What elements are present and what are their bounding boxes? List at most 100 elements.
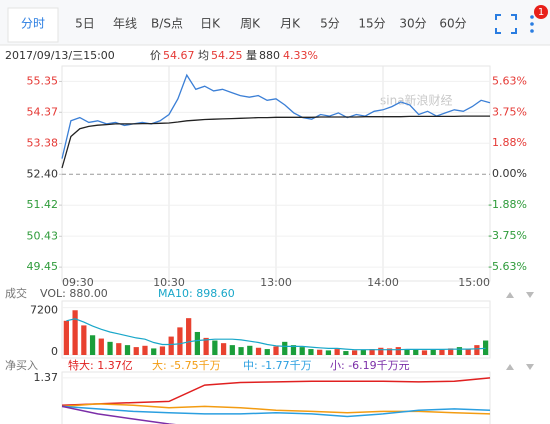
y-tick-label: 52.40 xyxy=(27,167,59,180)
info-vol: 880 xyxy=(259,49,280,62)
volume-bar xyxy=(378,347,384,355)
volume-bar xyxy=(247,345,253,355)
volume-bar xyxy=(430,349,436,355)
flow-lines xyxy=(62,377,491,424)
tab[interactable]: 周K xyxy=(240,17,261,31)
active-tab-bg xyxy=(7,7,59,43)
volume-bar xyxy=(483,340,489,355)
volume-bar xyxy=(142,345,148,355)
y-tick-label: 55.35 xyxy=(27,74,59,87)
legend: 大: -5.75千万 xyxy=(152,358,221,372)
y2-tick-label: -5.63% xyxy=(488,260,527,273)
x-tick-label: 10:30 xyxy=(153,276,185,289)
volume-bar xyxy=(395,347,401,355)
volume-bar xyxy=(89,335,96,355)
flow-line xyxy=(62,403,491,415)
volume-bar xyxy=(159,346,166,355)
legend: MA10: 898.60 xyxy=(158,287,235,300)
flow-line xyxy=(62,405,491,418)
volume-bar xyxy=(325,350,332,355)
volume-bar xyxy=(264,349,270,355)
volume-bar xyxy=(369,349,375,355)
y-tick-label: 1.37 xyxy=(34,371,59,384)
volume-bar xyxy=(317,349,323,355)
volume-bar xyxy=(474,345,480,355)
volume-bar xyxy=(81,325,87,355)
price-line xyxy=(61,115,490,169)
y-tick-label: 49.45 xyxy=(27,260,59,273)
tab[interactable]: 年线 xyxy=(113,17,137,31)
x-tick-label: 15:00 xyxy=(458,276,490,289)
fullscreen-icon[interactable] xyxy=(495,14,517,34)
x-tick-label: 13:00 xyxy=(260,276,292,289)
info-change: 4.33% xyxy=(283,49,318,62)
y2-tick-label: 3.75% xyxy=(492,105,527,118)
x-tick-label: 14:00 xyxy=(367,276,399,289)
volume-bar xyxy=(212,340,218,355)
x-tick-label: 09:30 xyxy=(62,276,94,289)
volume-bar xyxy=(168,336,174,355)
chart-title: 净买入 xyxy=(5,358,38,372)
more-icon[interactable] xyxy=(530,15,534,33)
legend: 中: -1.77千万 xyxy=(243,359,312,372)
volume-bar xyxy=(229,345,235,355)
tab[interactable]: 30分 xyxy=(399,17,426,31)
y-tick-label: 7200 xyxy=(30,304,58,317)
volume-bar xyxy=(186,318,192,355)
tab[interactable]: 5分 xyxy=(320,17,340,31)
tab[interactable]: B/S点 xyxy=(151,17,183,31)
volume-bar xyxy=(343,351,349,355)
info-label: 量 xyxy=(246,49,257,62)
watermark: sina新浪财经 xyxy=(380,93,453,108)
tab[interactable]: 日K xyxy=(200,17,221,31)
volume-bar xyxy=(465,349,471,355)
volume-bar xyxy=(351,350,358,355)
tab[interactable]: 5日 xyxy=(75,17,95,31)
tab[interactable]: 60分 xyxy=(439,17,466,31)
legend: VOL: 880.00 xyxy=(40,287,108,300)
volume-bar xyxy=(133,347,139,355)
y-tick-label: 51.42 xyxy=(27,198,59,211)
y2-tick-label: 1.88% xyxy=(492,136,527,149)
plot-frame xyxy=(61,300,491,359)
y-tick-label: 0 xyxy=(51,345,58,358)
volume-bar xyxy=(255,347,262,355)
y2-tick-label: 5.63% xyxy=(492,74,527,87)
volume-bar xyxy=(238,347,244,355)
volume-bar xyxy=(63,320,69,355)
y-tick-label: 54.37 xyxy=(27,105,59,118)
volume-bar xyxy=(282,341,288,355)
volume-bar xyxy=(386,348,393,355)
volume-bar xyxy=(290,345,297,355)
volume-bar xyxy=(220,343,227,355)
tab-bar xyxy=(0,0,550,45)
volume-bar xyxy=(448,348,454,355)
tab[interactable]: 分时 xyxy=(21,17,45,31)
volume-bar xyxy=(124,345,131,355)
info-label: 均 xyxy=(198,49,209,62)
volume-bar xyxy=(151,348,157,355)
volume-bar xyxy=(456,347,463,355)
y2-tick-label: -3.75% xyxy=(488,229,527,242)
legend: 小: -6.19千万元 xyxy=(330,359,410,372)
tab[interactable]: 月K xyxy=(280,17,301,31)
y-tick-label: 50.43 xyxy=(27,229,59,242)
chart-title: 成交 xyxy=(5,286,27,300)
legend: 特大: 1.37亿 xyxy=(68,358,133,372)
volume-bar xyxy=(72,310,78,355)
info-label: 价 xyxy=(150,49,161,62)
volume-bar xyxy=(194,331,201,355)
info-price: 54.67 xyxy=(163,49,195,62)
volume-bar xyxy=(98,338,104,355)
ma-line xyxy=(66,318,486,351)
volume-bar xyxy=(439,349,445,355)
volume-bar xyxy=(177,327,183,355)
y-tick-label: 53.38 xyxy=(27,136,59,149)
tab[interactable]: 15分 xyxy=(358,17,385,31)
volume-bar xyxy=(116,343,122,355)
info-date: 2017/09/13/三15:00 xyxy=(5,49,115,62)
volume-bar xyxy=(421,350,428,355)
volume-bar xyxy=(203,337,209,355)
arrows[interactable] xyxy=(506,292,534,370)
